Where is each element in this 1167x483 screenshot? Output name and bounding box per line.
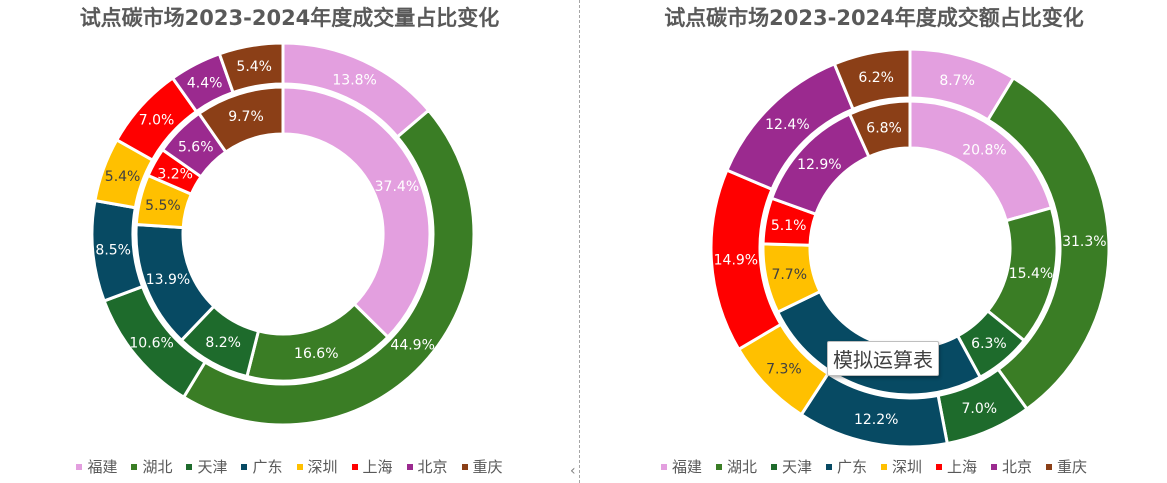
legend-swatch-icon — [770, 463, 777, 470]
legend-swatch-icon — [241, 463, 248, 470]
legend-swatch-icon — [131, 463, 138, 470]
data-label-inner-7: 9.7% — [228, 109, 264, 125]
data-label-outer-3: 12.2% — [854, 412, 898, 428]
legend-label: 北京 — [417, 458, 448, 476]
chart-title-volume: 试点碳市场2023-2024年度成交量占比变化 — [79, 6, 500, 30]
chart-title-amount: 试点碳市场2023-2024年度成交额占比变化 — [664, 6, 1084, 30]
legend-swatch-icon — [461, 463, 468, 470]
slice-outer-7[interactable] — [217, 41, 285, 95]
legend-label: 福建 — [671, 458, 702, 476]
data-label-inner-4: 7.7% — [771, 267, 807, 283]
legend-label: 广东 — [836, 458, 867, 476]
legend-item-4[interactable]: 深圳 — [296, 456, 338, 477]
legend-label: 上海 — [362, 458, 393, 476]
legend-label: 深圳 — [307, 458, 338, 476]
data-label-outer-6: 12.4% — [765, 117, 809, 133]
data-label-outer-0: 8.7% — [939, 73, 975, 89]
data-table-tooltip: 模拟运算表 — [827, 341, 939, 376]
slice-outer-1[interactable] — [181, 108, 476, 427]
data-label-outer-2: 10.6% — [129, 336, 173, 352]
legend-item-2[interactable]: 天津 — [186, 456, 227, 477]
legend-item-6[interactable]: 北京 — [406, 456, 448, 477]
legend-item-0[interactable]: 福建 — [660, 456, 702, 477]
legend-swatch-icon — [186, 463, 193, 470]
legend-item-5[interactable]: 上海 — [936, 456, 977, 477]
legend-item-7[interactable]: 重庆 — [1046, 456, 1087, 477]
legend-amount: 福建 湖北 天津 广东 深圳 上海 北京 重庆 — [581, 456, 1167, 477]
data-label-inner-0: 37.4% — [375, 179, 419, 195]
legend-item-1[interactable]: 湖北 — [131, 456, 172, 477]
slice-outer-7[interactable] — [832, 47, 912, 112]
legend-label: 湖北 — [726, 458, 757, 476]
legend-item-6[interactable]: 北京 — [991, 456, 1032, 477]
legend-item-0[interactable]: 福建 — [76, 456, 117, 477]
legend-label: 湖北 — [142, 458, 173, 476]
legend-label: 北京 — [1002, 458, 1033, 476]
data-label-inner-3: 13.9% — [146, 272, 190, 288]
data-label-inner-5: 5.1% — [771, 218, 807, 234]
panel-divider — [579, 0, 580, 483]
legend-item-4[interactable]: 深圳 — [881, 456, 922, 477]
slice-inner-0[interactable] — [281, 85, 432, 340]
data-label-outer-7: 6.2% — [858, 70, 894, 86]
data-label-inner-1: 16.6% — [294, 346, 338, 362]
data-label-inner-6: 5.6% — [178, 140, 214, 156]
legend-swatch-icon — [1046, 463, 1053, 470]
legend-swatch-icon — [406, 463, 413, 470]
chart-panel-volume: 试点碳市场2023-2024年度成交量占比变化 13.8% 44.9% 10.6% 8… — [0, 0, 579, 483]
collapse-arrow-icon[interactable]: ‹ — [570, 463, 576, 479]
data-label-outer-1: 31.3% — [1062, 234, 1106, 250]
data-label-outer-7: 5.4% — [236, 59, 272, 75]
legend-swatch-icon — [825, 463, 832, 470]
data-label-inner-6: 12.9% — [797, 157, 841, 173]
data-label-outer-3: 8.5% — [95, 243, 131, 259]
legend-label: 重庆 — [1057, 458, 1088, 476]
data-label-outer-4: 5.4% — [105, 169, 141, 185]
legend-label: 天津 — [197, 458, 228, 476]
legend-label: 广东 — [252, 458, 283, 476]
data-label-inner-1: 15.4% — [1009, 266, 1053, 282]
slice-outer-1[interactable] — [985, 75, 1111, 412]
legend-item-1[interactable]: 湖北 — [715, 456, 757, 477]
legend-swatch-icon — [991, 463, 998, 470]
legend-item-2[interactable]: 天津 — [770, 456, 812, 477]
data-label-outer-0: 13.8% — [332, 72, 376, 88]
slice-inner-7[interactable] — [847, 99, 912, 159]
data-label-outer-5: 14.9% — [714, 253, 758, 269]
legend-swatch-icon — [715, 463, 722, 470]
chart-panel-amount: 试点碳市场2023-2024年度成交额占比变化 8.7% 31.3% 7.0% 12.… — [581, 0, 1167, 483]
data-label-inner-2: 6.3% — [971, 336, 1007, 352]
data-label-outer-5: 7.0% — [139, 113, 175, 129]
data-label-outer-1: 44.9% — [390, 338, 434, 354]
donut-chart-volume: 13.8% 44.9% 10.6% 8.5% 5.4% 7.0% 4.4% 5.4% 37.4%… — [90, 41, 476, 427]
legend-label: 福建 — [87, 458, 118, 476]
data-label-inner-4: 5.5% — [145, 198, 181, 214]
legend-label: 天津 — [781, 458, 812, 476]
slice-inner-7[interactable] — [196, 85, 285, 155]
legend-volume: 福建 湖北 天津 广东 深圳 上海 北京 重庆 — [0, 456, 579, 477]
legend-swatch-icon — [76, 463, 83, 470]
legend-item-5[interactable]: 上海 — [351, 456, 393, 477]
data-label-inner-2: 8.2% — [205, 335, 241, 351]
data-label-inner-7: 6.8% — [866, 120, 902, 136]
data-label-outer-4: 7.3% — [766, 362, 802, 378]
data-label-inner-0: 20.8% — [962, 142, 1006, 158]
legend-item-7[interactable]: 重庆 — [461, 456, 503, 477]
legend-swatch-icon — [296, 463, 303, 470]
legend-label: 重庆 — [472, 458, 503, 476]
legend-swatch-icon — [881, 463, 887, 470]
legend-swatch-icon — [936, 463, 943, 470]
legend-swatch-icon — [351, 463, 358, 470]
data-label-inner-5: 3.2% — [157, 167, 193, 183]
donut-chart-amount: 8.7% 31.3% 7.0% 12.2% 7.3% 14.9% 12.4% 6.2% 20.8… — [709, 47, 1111, 449]
legend-swatch-icon — [660, 463, 667, 470]
data-label-outer-2: 7.0% — [962, 401, 998, 417]
legend-item-3[interactable]: 广东 — [825, 456, 867, 477]
legend-label: 上海 — [947, 458, 978, 476]
legend-item-3[interactable]: 广东 — [241, 456, 283, 477]
legend-label: 深圳 — [892, 458, 923, 476]
data-label-outer-6: 4.4% — [187, 76, 223, 92]
